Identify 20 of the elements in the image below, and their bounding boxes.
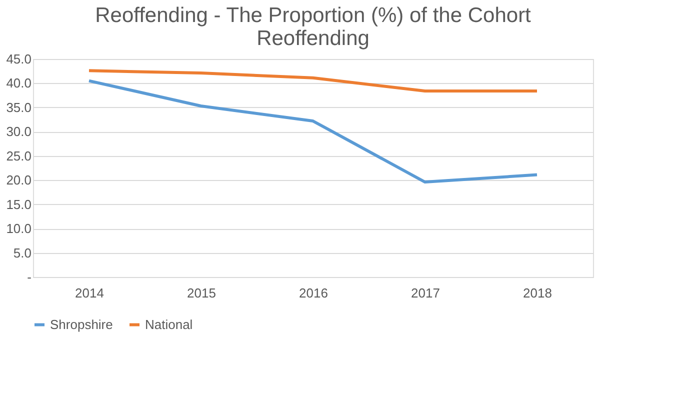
x-tick-label: 2014 [75,286,104,300]
legend-label: National [145,316,193,332]
y-tick-label: 45.0 [6,52,32,66]
x-tick-label: 2016 [299,286,328,300]
x-tick-label: 2015 [187,286,216,300]
y-tick-label: 25.0 [6,148,32,164]
y-tick-label: 20.0 [6,172,32,188]
y-tick-label: 35.0 [6,100,32,115]
y-tick-label: 30.0 [6,124,32,140]
y-tick-label: 5.0 [13,245,32,260]
x-tick-label: 2018 [523,286,552,300]
y-tick-label: 10.0 [6,221,32,236]
chart-title: Reoffending - The Proportion (%) of the Cohort Reoffending [95,4,532,50]
legend-label: Shropshire [50,316,113,332]
y-tick-label: 40.0 [6,76,32,91]
line-series [88,79,538,184]
line-series [88,69,538,92]
y-tick-label: - [27,270,32,284]
y-tick-label: 15.0 [6,196,32,212]
x-tick-label: 2017 [411,286,440,300]
